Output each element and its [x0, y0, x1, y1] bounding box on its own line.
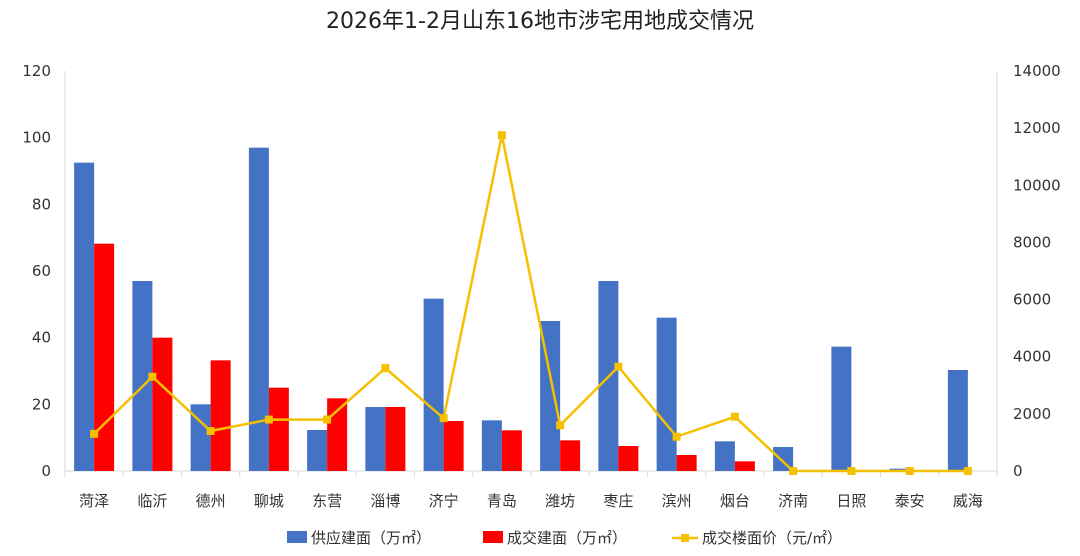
bar-supply [74, 162, 95, 471]
price-marker [963, 467, 972, 475]
bar-deal [443, 421, 464, 471]
x-category-label: 临沂 [137, 492, 167, 510]
y-left-tick-label: 80 [32, 195, 51, 213]
price-line [93, 135, 968, 473]
x-category-label: 烟台 [720, 492, 750, 510]
x-category-label: 日照 [836, 492, 866, 510]
y-left-tick-label: 20 [32, 395, 51, 413]
bar-supply [248, 147, 269, 471]
bar-deal [94, 243, 115, 471]
y-left-tick-label: 40 [32, 329, 51, 347]
price-marker [323, 415, 332, 424]
x-category-label: 菏泽 [79, 492, 109, 510]
y-right-tick-label: 6000 [1013, 291, 1051, 309]
bar-deal [385, 407, 406, 471]
bar-deal [268, 387, 289, 471]
x-category-label: 潍坊 [545, 492, 575, 510]
bar-supply [831, 346, 852, 471]
price-marker [556, 421, 565, 430]
bar-deal [734, 461, 755, 471]
price-marker [439, 414, 448, 423]
bar-supply [423, 298, 444, 471]
price-marker [206, 427, 215, 435]
bar-supply [307, 430, 328, 471]
x-category-label: 济南 [778, 492, 808, 510]
price-marker [730, 412, 739, 421]
y-left-tick-label: 120 [22, 62, 51, 80]
legend-swatch [287, 531, 307, 543]
y-right-tick-label: 8000 [1013, 233, 1051, 251]
y-left-tick-label: 0 [41, 462, 51, 480]
bar-supply [540, 321, 561, 471]
y-right-tick-label: 2000 [1013, 405, 1051, 423]
x-category-label: 滨州 [662, 492, 692, 510]
price-marker [264, 415, 273, 424]
x-category-label: 济宁 [429, 492, 459, 510]
price-marker [497, 131, 506, 140]
y-right-tick-label: 10000 [1013, 176, 1061, 194]
x-category-label: 青岛 [487, 492, 517, 510]
y-right-tick-label: 4000 [1013, 348, 1051, 366]
legend-label: 成交楼面价（元/㎡） [702, 529, 842, 547]
x-category-label: 枣庄 [603, 492, 633, 510]
bar-supply [190, 404, 211, 471]
bar-deal [560, 440, 581, 471]
legend-swatch-marker [681, 534, 689, 542]
x-category-label: 泰安 [895, 492, 925, 510]
bar-deal [618, 446, 639, 471]
y-right-tick-label: 14000 [1013, 62, 1061, 80]
chart-title: 2026年1-2月山东16地市涉宅用地成交情况 [326, 9, 754, 34]
legend-swatch [483, 531, 503, 543]
bar-deal [676, 455, 697, 471]
bar-supply [947, 370, 968, 471]
price-marker [381, 364, 390, 373]
bar-deal [501, 430, 522, 471]
x-category-label: 淄博 [370, 492, 400, 510]
y-right-tick-label: 12000 [1013, 119, 1061, 137]
bar-supply [481, 420, 502, 471]
price-marker [905, 467, 914, 475]
x-category-label: 德州 [196, 492, 226, 510]
price-marker [672, 432, 681, 441]
price-marker [789, 467, 798, 475]
bar-supply [656, 317, 677, 471]
legend-label: 供应建面（万㎡） [311, 529, 431, 547]
bar-deal [210, 360, 231, 471]
legend-label: 成交建面（万㎡） [507, 529, 627, 547]
price-marker [847, 467, 856, 475]
x-category-label: 东营 [312, 492, 342, 510]
bar-supply [365, 407, 386, 471]
bars [74, 147, 968, 471]
legend: 供应建面（万㎡） 成交建面（万㎡） 成交楼面价（元/㎡） [287, 529, 842, 547]
x-category-label: 聊城 [254, 492, 284, 510]
bar-supply [132, 281, 153, 471]
price-marker [148, 372, 157, 381]
bar-supply [714, 441, 735, 471]
x-category-label: 威海 [953, 492, 983, 510]
y-left-tick-label: 100 [22, 129, 51, 147]
price-marker [614, 362, 623, 371]
axes: 0 20 40 60 80 100 120 0 2000 4000 6000 8000 10000 120… [22, 62, 1060, 510]
line-series [90, 131, 972, 475]
y-left-tick-label: 60 [32, 262, 51, 280]
y-right-tick-label: 0 [1013, 462, 1023, 480]
price-marker [90, 429, 99, 438]
bar-deal [152, 337, 173, 471]
